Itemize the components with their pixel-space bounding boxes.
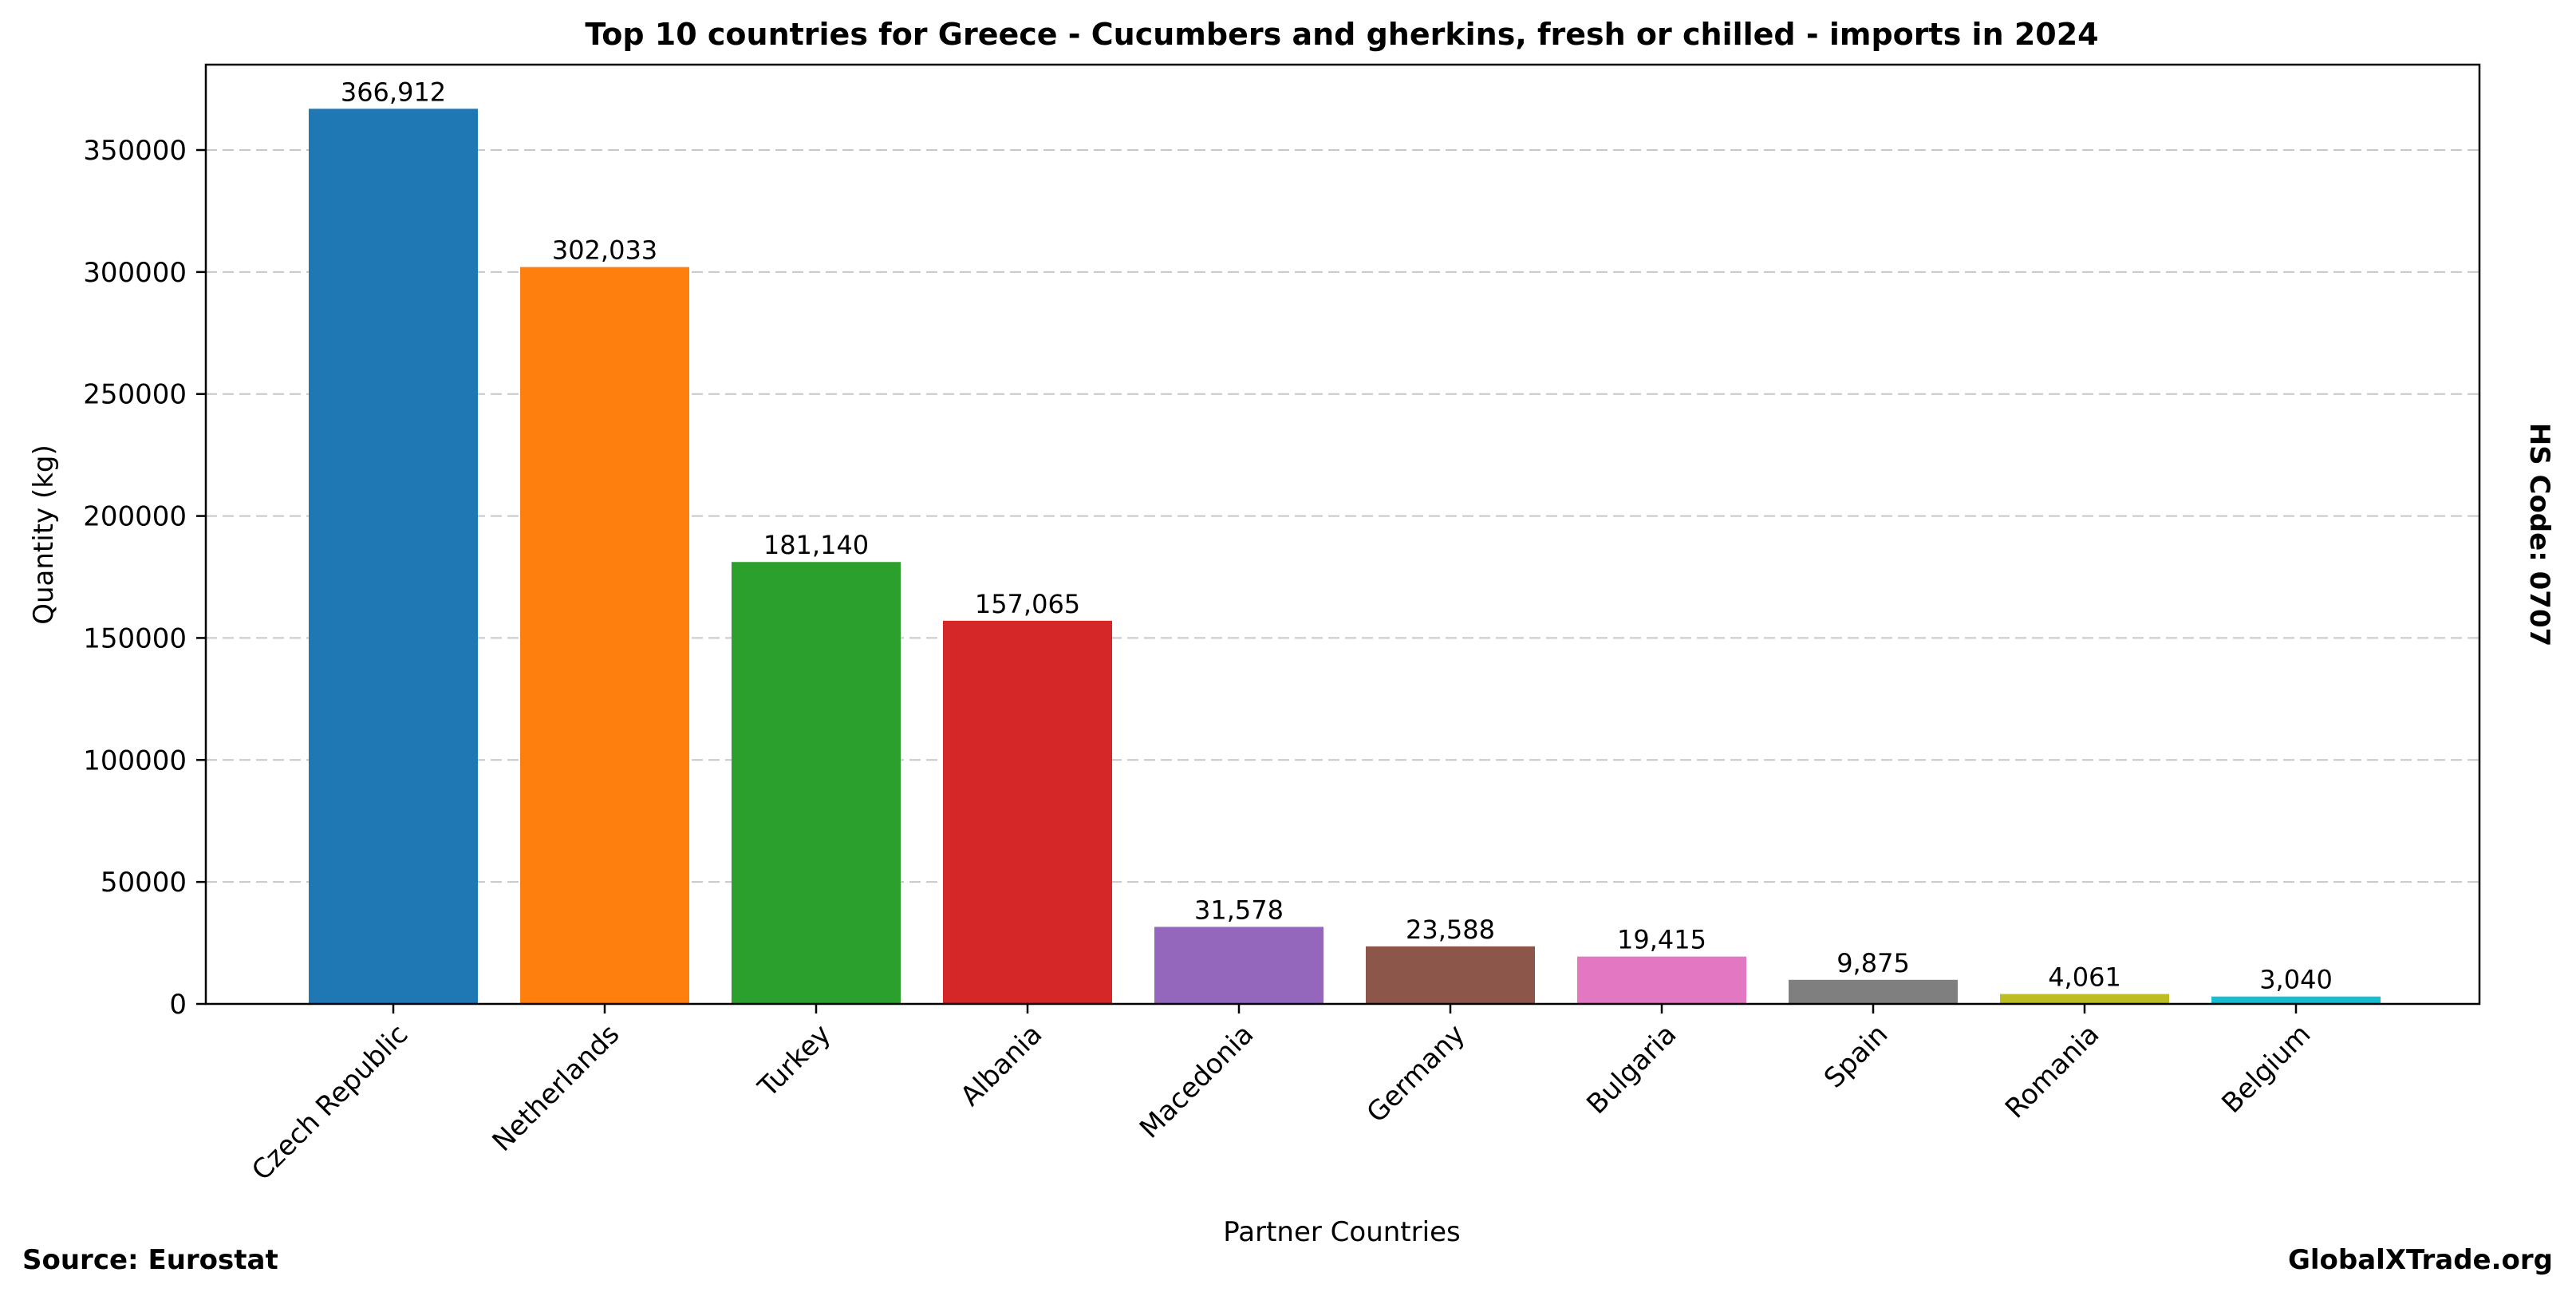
bars <box>309 109 2381 1004</box>
y-tick-label: 200000 <box>83 501 187 533</box>
y-tick-label: 0 <box>169 989 187 1021</box>
bar <box>520 267 689 1004</box>
y-axis-label: Quantity (kg) <box>28 445 60 625</box>
y-tick-label: 100000 <box>83 745 187 776</box>
bar <box>732 562 901 1004</box>
source-label: Source: Eurostat <box>22 1244 278 1276</box>
bar-value-label: 181,140 <box>763 530 869 560</box>
y-tick-label: 50000 <box>101 867 187 899</box>
plot-frame <box>204 63 2481 1006</box>
bar-value-label: 157,065 <box>975 589 1080 619</box>
bar-value-label: 3,040 <box>2259 965 2333 995</box>
bar <box>1789 979 1958 1004</box>
bar-value-label: 9,875 <box>1836 948 1910 978</box>
bar-value-labels: 366,912 302,033 181,140 157,065 31,578 23,588… <box>341 77 2333 994</box>
y-tick-label: 300000 <box>83 257 187 289</box>
brand-label: GlobalXTrade.org <box>2288 1244 2553 1276</box>
bar <box>943 620 1112 1004</box>
hs-code-label: HS Code: 0707 <box>2523 423 2555 647</box>
bar-value-label: 31,578 <box>1194 895 1284 925</box>
bar-value-label: 4,061 <box>2048 962 2121 993</box>
y-tick-label: 150000 <box>83 622 187 654</box>
bar <box>2211 996 2381 1004</box>
bar <box>1577 956 1746 1004</box>
chart-title: Top 10 countries for Greece - Cucumbers … <box>585 17 2098 52</box>
bar <box>2000 994 2169 1004</box>
bar-value-label: 19,415 <box>1617 925 1706 955</box>
bar-value-label: 366,912 <box>341 77 446 107</box>
y-tick-label: 350000 <box>83 135 187 167</box>
bar <box>309 109 478 1004</box>
y-tick-label: 250000 <box>83 379 187 411</box>
bar <box>1366 946 1535 1004</box>
x-axis-label: Partner Countries <box>1223 1216 1460 1248</box>
bar-value-label: 302,033 <box>552 235 657 266</box>
bar-value-label: 23,588 <box>1406 915 1495 945</box>
y-axis: 0 50000 100000 150000 200000 250000 300000 3500… <box>83 135 206 1021</box>
bar <box>1154 927 1324 1004</box>
